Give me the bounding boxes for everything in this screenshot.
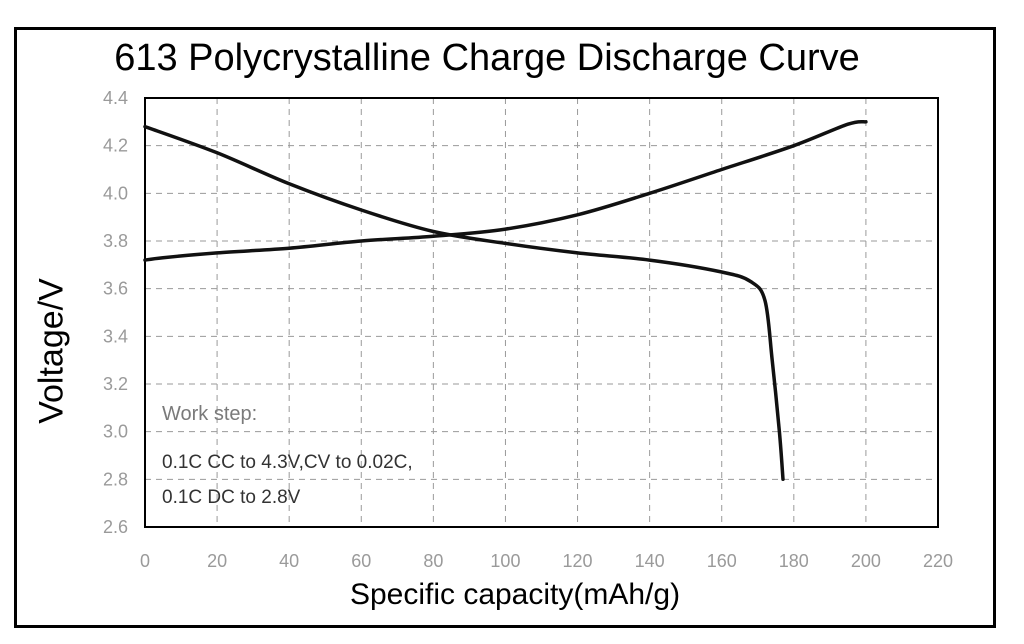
charge-curve-line	[143, 119, 868, 262]
y-tick-label: 3.4	[103, 326, 128, 346]
x-tick-label: 40	[279, 551, 299, 571]
y-tick-label: 3.2	[103, 374, 128, 394]
plot-area-border	[144, 97, 939, 528]
y-tick-label: 3.6	[103, 279, 128, 299]
x-tick-label: 100	[490, 551, 520, 571]
x-tick-label: 140	[635, 551, 665, 571]
x-axis-label: Specific capacity(mAh/g)	[349, 578, 681, 611]
y-tick-label: 3.8	[103, 231, 128, 251]
discharge-curve-line	[143, 124, 785, 482]
x-tick-label: 0	[140, 551, 150, 571]
y-tick-label: 2.6	[103, 517, 128, 537]
x-tick-label: 20	[207, 551, 227, 571]
x-tick-label: 180	[779, 551, 809, 571]
y-tick-label: 2.8	[103, 469, 128, 489]
x-tick-label: 160	[707, 551, 737, 571]
annotation-discharge-step: 0.1C DC to 2.8V	[162, 487, 301, 508]
x-tick-label: 80	[423, 551, 443, 571]
annotation-charge-step: 0.1C CC to 4.3V,CV to 0.02C,	[162, 452, 413, 473]
y-tick-label: 4.0	[103, 183, 128, 203]
x-tick-label: 60	[351, 551, 371, 571]
x-tick-label: 120	[563, 551, 593, 571]
y-tick-label: 4.4	[103, 88, 128, 108]
y-axis-label: Voltage/V	[32, 278, 71, 424]
x-tick-label: 200	[851, 551, 881, 571]
y-tick-label: 4.2	[103, 136, 128, 156]
chart-title: 613 Polycrystalline Charge Discharge Cur…	[114, 37, 860, 79]
annotation-work-step: Work step:	[162, 403, 258, 425]
x-tick-label: 220	[923, 551, 953, 571]
y-tick-label: 3.0	[103, 422, 128, 442]
